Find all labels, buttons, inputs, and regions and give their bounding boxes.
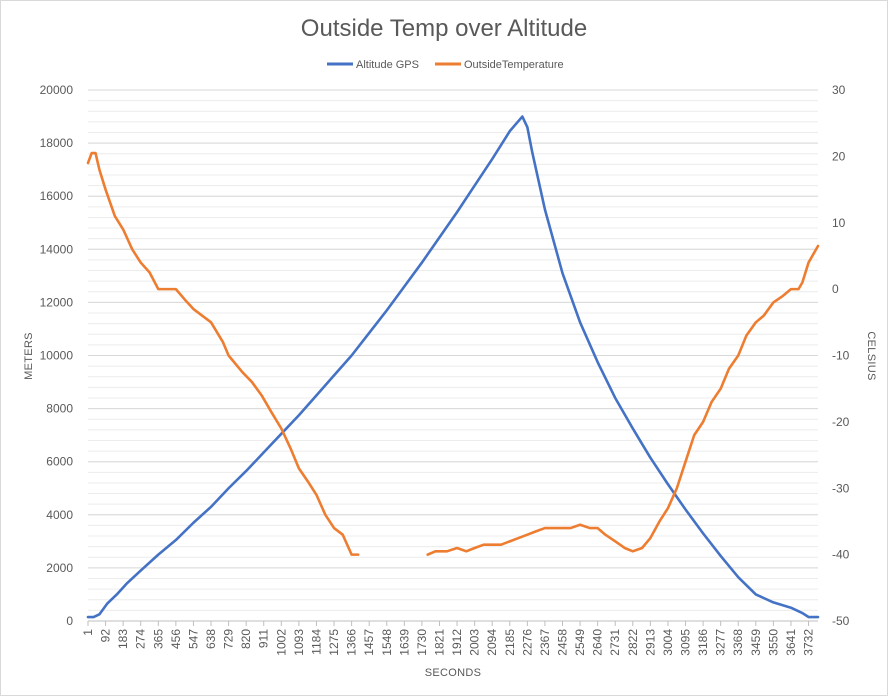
x-tick-label: 3641 <box>784 629 798 656</box>
series-layer <box>86 115 820 619</box>
series-line-outside-temperature <box>86 151 360 556</box>
y2-tick-label: 10 <box>832 216 846 230</box>
x-axis-ticks: 1 92 183 274 365 456 547 638 729 820 911 1002 1093 11… <box>81 621 816 656</box>
chart-title: Outside Temp over Altitude <box>301 15 587 42</box>
y-tick-label: 10000 <box>40 349 74 363</box>
x-tick-label: 2913 <box>643 629 657 656</box>
y-tick-label: 6000 <box>46 455 73 469</box>
x-tick-label: 3004 <box>661 629 675 656</box>
y2-tick-label: -20 <box>832 415 850 429</box>
x-tick-label: 3095 <box>679 629 693 656</box>
x-tick-label: 3368 <box>731 629 745 656</box>
x-tick-label: 3186 <box>696 629 710 656</box>
x-tick-label: 456 <box>169 629 183 649</box>
x-tick-label: 2731 <box>608 629 622 656</box>
x-tick-label: 3277 <box>714 629 728 656</box>
x-tick-label: 2276 <box>520 629 534 656</box>
y-tick-label: 20000 <box>40 83 74 97</box>
x-tick-label: 2822 <box>626 629 640 656</box>
y-tick-label: 18000 <box>40 136 74 150</box>
x-tick-label: 1275 <box>327 629 341 656</box>
x-tick-label: 2549 <box>573 629 587 656</box>
y2-tick-label: 20 <box>832 149 846 163</box>
x-tick-label: 1366 <box>345 629 359 656</box>
y2-tick-label: -10 <box>832 349 850 363</box>
x-tick-label: 1912 <box>450 629 464 656</box>
series-line-outside-temperature-segment-2 <box>426 244 820 556</box>
x-tick-label: 2458 <box>556 629 570 656</box>
y2-tick-label: -50 <box>832 614 850 628</box>
x-tick-label: 183 <box>116 629 130 649</box>
series-line-altitude-gps <box>86 115 820 619</box>
x-tick-label: 2003 <box>468 629 482 656</box>
y2-tick-label: 0 <box>832 282 839 296</box>
x-tick-label: 365 <box>151 629 165 649</box>
x-tick-label: 3459 <box>749 629 763 656</box>
x-tick-label: 1730 <box>415 629 429 656</box>
legend-label-temperature: OutsideTemperature <box>464 59 564 71</box>
x-tick-label: 1457 <box>362 629 376 656</box>
x-tick-label: 274 <box>134 629 148 649</box>
left-axis-ticks: 0 2000 4000 6000 8000 10000 12000 14000 16000 180… <box>40 83 74 628</box>
x-tick-label: 92 <box>99 629 113 643</box>
x-tick-label: 2367 <box>538 629 552 656</box>
x-tick-label: 820 <box>239 629 253 649</box>
x-tick-label: 1184 <box>309 629 323 655</box>
x-tick-label: 1093 <box>292 629 306 656</box>
gridlines <box>88 89 818 611</box>
x-tick-label: 1002 <box>274 629 288 656</box>
x-tick-label: 547 <box>186 629 200 649</box>
x-tick-label: 911 <box>257 629 271 648</box>
y2-tick-label: -40 <box>832 548 850 562</box>
y-tick-label: 12000 <box>40 295 74 309</box>
x-tick-label: 3732 <box>802 629 816 656</box>
y-tick-label: 16000 <box>40 189 74 203</box>
y2-tick-label: -30 <box>832 481 850 495</box>
y-tick-label: 14000 <box>40 242 74 256</box>
legend: Altitude GPS OutsideTemperature <box>327 59 564 71</box>
x-tick-label: 1639 <box>397 629 411 656</box>
x-tick-label: 1821 <box>432 629 446 656</box>
y-tick-label: 0 <box>66 614 73 628</box>
y-tick-label: 8000 <box>46 402 73 416</box>
y-tick-label: 4000 <box>46 508 73 522</box>
x-tick-label: 2185 <box>503 629 517 656</box>
x-tick-label: 638 <box>204 629 218 649</box>
right-axis-ticks: -50 -40 -30 -20 -10 0 10 20 30 <box>832 83 850 628</box>
x-tick-label: 1548 <box>380 629 394 656</box>
x-tick-label: 729 <box>222 629 236 649</box>
x-tick-label: 2640 <box>591 629 605 656</box>
y-axis-title: METERS <box>23 332 35 380</box>
legend-label-altitude: Altitude GPS <box>356 59 419 71</box>
x-tick-label: 3550 <box>766 629 780 656</box>
x-tick-label: 2094 <box>485 629 499 656</box>
y2-axis-title: CELSIUS <box>865 331 877 380</box>
y-tick-label: 2000 <box>46 561 73 575</box>
x-tick-label: 1 <box>81 629 95 636</box>
x-axis-title: SECONDS <box>425 667 482 679</box>
y2-tick-label: 30 <box>832 83 846 97</box>
